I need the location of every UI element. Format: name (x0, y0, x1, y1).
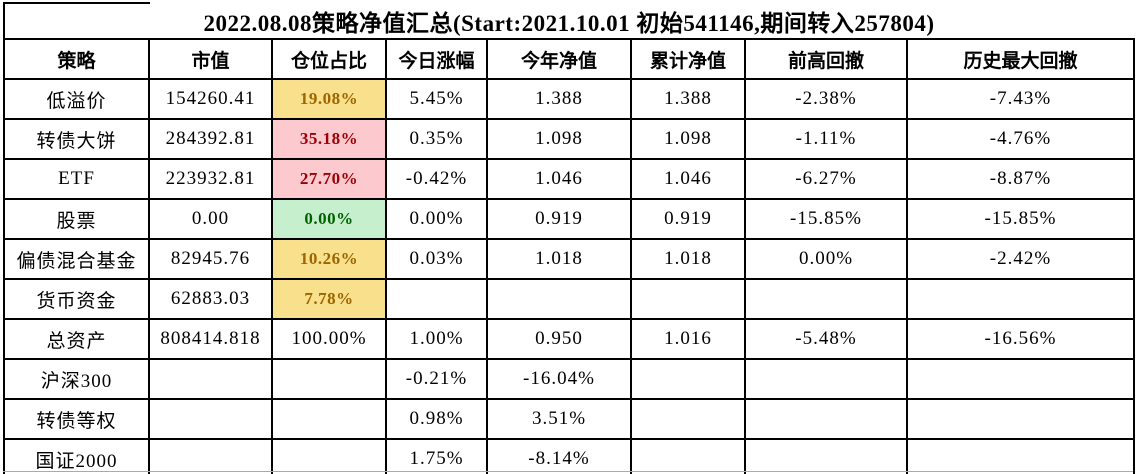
position-pct-cell[interactable] (273, 440, 387, 474)
max-drawdown-cell[interactable]: -7.43% (908, 80, 1135, 120)
market-value-cell[interactable]: 154260.41 (150, 80, 273, 120)
cum-nav-cell[interactable]: 1.098 (632, 120, 746, 160)
max-drawdown-cell[interactable]: -15.85% (908, 200, 1135, 240)
ytd-nav-cell[interactable]: 3.51% (488, 400, 632, 440)
ytd-nav-cell[interactable]: 1.018 (488, 240, 632, 280)
col-header-market-value[interactable]: 市值 (150, 38, 273, 80)
position-pct-cell[interactable] (273, 360, 387, 400)
col-header-strategy[interactable]: 策略 (5, 38, 150, 80)
today-change-cell[interactable] (387, 280, 488, 320)
row-label-cell[interactable]: 国证2000 (5, 440, 150, 474)
table-title: 2022.08.08策略净值汇总(Start:2021.10.01 初始5411… (3, 2, 1133, 38)
position-pct-cell[interactable]: 7.78% (273, 280, 387, 320)
position-pct-cell[interactable]: 19.08% (273, 80, 387, 120)
col-header-drawdown-from-high[interactable]: 前高回撤 (746, 38, 908, 80)
row-label-cell[interactable]: ETF (5, 160, 150, 200)
cum-nav-cell[interactable]: 0.919 (632, 200, 746, 240)
market-value-cell[interactable]: 223932.81 (150, 160, 273, 200)
max-drawdown-cell[interactable] (908, 400, 1135, 440)
drawdown-from-high-cell[interactable]: 0.00% (746, 240, 908, 280)
drawdown-from-high-cell[interactable] (746, 440, 908, 474)
col-header-ytd-nav[interactable]: 今年净值 (488, 38, 632, 80)
drawdown-from-high-cell[interactable]: -15.85% (746, 200, 908, 240)
today-change-cell[interactable]: 1.00% (387, 320, 488, 360)
max-drawdown-cell[interactable] (908, 440, 1135, 474)
cum-nav-cell[interactable] (632, 440, 746, 474)
cum-nav-cell[interactable]: 1.018 (632, 240, 746, 280)
market-value-cell[interactable]: 82945.76 (150, 240, 273, 280)
row-label-cell[interactable]: 转债等权 (5, 400, 150, 440)
position-pct-cell[interactable]: 10.26% (273, 240, 387, 280)
today-change-cell[interactable]: 0.03% (387, 240, 488, 280)
ytd-nav-cell[interactable]: 1.098 (488, 120, 632, 160)
today-change-cell[interactable]: 0.00% (387, 200, 488, 240)
cum-nav-cell[interactable]: 1.016 (632, 320, 746, 360)
col-header-cum-nav[interactable]: 累计净值 (632, 38, 746, 80)
max-drawdown-cell[interactable] (908, 360, 1135, 400)
ytd-nav-cell[interactable]: 1.046 (488, 160, 632, 200)
market-value-cell[interactable]: 0.00 (150, 200, 273, 240)
drawdown-from-high-cell[interactable]: -5.48% (746, 320, 908, 360)
max-drawdown-cell[interactable]: -16.56% (908, 320, 1135, 360)
row-label-cell[interactable]: 沪深300 (5, 360, 150, 400)
drawdown-from-high-cell[interactable]: -6.27% (746, 160, 908, 200)
today-change-cell[interactable]: 0.35% (387, 120, 488, 160)
row-label-cell[interactable]: 货币资金 (5, 280, 150, 320)
max-drawdown-cell[interactable]: -8.87% (908, 160, 1135, 200)
position-pct-cell[interactable]: 0.00% (273, 200, 387, 240)
ytd-nav-cell[interactable]: -8.14% (488, 440, 632, 474)
today-change-cell[interactable]: 5.45% (387, 80, 488, 120)
row-label-cell[interactable]: 总资产 (5, 320, 150, 360)
table-grid: 策略 市值 仓位占比 今日涨幅 今年净值 累计净值 前高回撤 历史最大回撤 低溢… (5, 38, 1135, 474)
position-pct-cell[interactable]: 35.18% (273, 120, 387, 160)
strategy-nav-table: 2022.08.08策略净值汇总(Start:2021.10.01 初始5411… (3, 2, 1135, 474)
row-label-cell[interactable]: 低溢价 (5, 80, 150, 120)
max-drawdown-cell[interactable]: -2.42% (908, 240, 1135, 280)
cum-nav-cell[interactable] (632, 400, 746, 440)
row-label-cell[interactable]: 偏债混合基金 (5, 240, 150, 280)
col-header-today-change[interactable]: 今日涨幅 (387, 38, 488, 80)
market-value-cell[interactable] (150, 440, 273, 474)
row-label-cell[interactable]: 转债大饼 (5, 120, 150, 160)
drawdown-from-high-cell[interactable]: -2.38% (746, 80, 908, 120)
cum-nav-cell[interactable] (632, 360, 746, 400)
col-header-max-drawdown[interactable]: 历史最大回撤 (908, 38, 1135, 80)
drawdown-from-high-cell[interactable] (746, 360, 908, 400)
row-label-cell[interactable]: 股票 (5, 200, 150, 240)
market-value-cell[interactable]: 284392.81 (150, 120, 273, 160)
cum-nav-cell[interactable] (632, 280, 746, 320)
max-drawdown-cell[interactable] (908, 280, 1135, 320)
market-value-cell[interactable] (150, 400, 273, 440)
cum-nav-cell[interactable]: 1.388 (632, 80, 746, 120)
today-change-cell[interactable]: -0.42% (387, 160, 488, 200)
drawdown-from-high-cell[interactable]: -1.11% (746, 120, 908, 160)
position-pct-cell[interactable]: 100.00% (273, 320, 387, 360)
drawdown-from-high-cell[interactable] (746, 400, 908, 440)
ytd-nav-cell[interactable] (488, 280, 632, 320)
market-value-cell[interactable] (150, 360, 273, 400)
position-pct-cell[interactable]: 27.70% (273, 160, 387, 200)
today-change-cell[interactable]: -0.21% (387, 360, 488, 400)
cum-nav-cell[interactable]: 1.046 (632, 160, 746, 200)
drawdown-from-high-cell[interactable] (746, 280, 908, 320)
market-value-cell[interactable]: 62883.03 (150, 280, 273, 320)
ytd-nav-cell[interactable]: -16.04% (488, 360, 632, 400)
market-value-cell[interactable]: 808414.818 (150, 320, 273, 360)
col-header-position-pct[interactable]: 仓位占比 (273, 38, 387, 80)
ytd-nav-cell[interactable]: 1.388 (488, 80, 632, 120)
today-change-cell[interactable]: 0.98% (387, 400, 488, 440)
ytd-nav-cell[interactable]: 0.950 (488, 320, 632, 360)
today-change-cell[interactable]: 1.75% (387, 440, 488, 474)
max-drawdown-cell[interactable]: -4.76% (908, 120, 1135, 160)
ytd-nav-cell[interactable]: 0.919 (488, 200, 632, 240)
position-pct-cell[interactable] (273, 400, 387, 440)
